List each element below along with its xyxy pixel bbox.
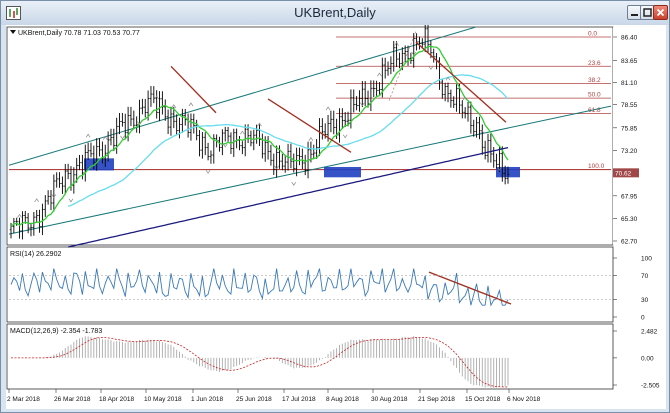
fractal-down-marker bbox=[274, 165, 279, 170]
fib-level-label: 0.0 bbox=[588, 31, 597, 38]
fractal-up-marker bbox=[154, 95, 159, 100]
close-icon bbox=[656, 8, 665, 17]
support-zone-box[interactable] bbox=[84, 158, 114, 171]
fractal-up-marker bbox=[171, 104, 177, 108]
fib-level-label: 38.2 bbox=[588, 77, 601, 84]
rsi-tick-label: 0 bbox=[641, 315, 645, 322]
close-button[interactable] bbox=[653, 5, 668, 20]
fractal-up-marker bbox=[480, 130, 485, 134]
fractal-up-marker bbox=[325, 106, 331, 111]
fib-level-label: 100.0 bbox=[588, 163, 605, 170]
minimize-button[interactable] bbox=[627, 5, 642, 20]
maximize-button[interactable] bbox=[640, 5, 655, 20]
rsi-tick-label: 100 bbox=[641, 256, 652, 263]
x-tick-label: 8 Aug 2018 bbox=[326, 396, 359, 403]
fractal-up-marker bbox=[377, 72, 382, 77]
fractal-up-marker bbox=[308, 137, 314, 141]
fractal-up-marker bbox=[34, 198, 39, 203]
rsi-tick-label: 70 bbox=[641, 273, 649, 280]
price-header-icon bbox=[10, 30, 16, 34]
fractal-down-marker bbox=[360, 102, 365, 107]
resistance-trend-line[interactable] bbox=[267, 98, 352, 153]
x-tick-label: 21 Sep 2018 bbox=[418, 396, 455, 403]
price-tick-label: 81.10 bbox=[621, 80, 638, 87]
x-tick-label: 2 Mar 2018 bbox=[7, 396, 40, 403]
macd-tick-label: -2.505 bbox=[641, 383, 660, 390]
fractal-up-marker bbox=[85, 133, 91, 138]
fib-level-label: 61.8 bbox=[588, 107, 601, 114]
slow-ma-line bbox=[67, 146, 509, 248]
fractal-down-marker bbox=[497, 166, 502, 171]
minimize-icon bbox=[631, 14, 638, 16]
price-tick-label: 65.30 bbox=[621, 216, 638, 223]
x-tick-label: 25 Jun 2018 bbox=[236, 396, 272, 403]
fractal-down-marker bbox=[222, 143, 228, 148]
macd-panel-header: MACD(12,26,9) -2.354 -1.783 bbox=[10, 328, 102, 335]
price-tick-label: 83.65 bbox=[621, 58, 638, 65]
rsi-panel[interactable] bbox=[6, 246, 614, 323]
window-titlebar[interactable]: UKBrent,Daily bbox=[1, 1, 669, 25]
fractal-up-marker bbox=[188, 102, 194, 107]
support-zone-box[interactable] bbox=[324, 166, 361, 178]
rsi-panel-header: RSI(14) 26.2902 bbox=[10, 251, 61, 258]
fractal-down-marker bbox=[137, 121, 142, 126]
x-tick-label: 18 Apr 2018 bbox=[99, 396, 134, 403]
maximize-icon bbox=[643, 8, 652, 17]
window-title: UKBrent,Daily bbox=[294, 5, 376, 20]
fractal-down-marker bbox=[342, 134, 348, 139]
fractal-up-marker bbox=[17, 213, 22, 218]
fractal-down-marker bbox=[51, 194, 57, 199]
rsi-tick-label: 30 bbox=[641, 297, 649, 304]
chart-app-icon bbox=[6, 6, 21, 20]
fast-ma-line bbox=[10, 45, 509, 227]
x-tick-label: 10 May 2018 bbox=[144, 396, 182, 403]
price-panel-header: UKBrent,Daily 70.78 71.03 70.53 70.77 bbox=[18, 30, 140, 37]
price-tick-label: 73.20 bbox=[621, 148, 638, 155]
fib-level-label: 23.6 bbox=[588, 60, 601, 67]
macd-tick-label: 0.00 bbox=[641, 355, 654, 362]
fractal-up-marker bbox=[240, 130, 245, 135]
fractal-down-marker bbox=[428, 66, 434, 70]
price-tick-label: 78.55 bbox=[621, 102, 638, 109]
price-tick-label: 62.70 bbox=[621, 239, 638, 246]
rsi-trend-line[interactable] bbox=[428, 271, 512, 305]
fractal-down-marker bbox=[411, 51, 417, 56]
channel-lower-line bbox=[8, 105, 612, 235]
fib-level-label: 50.0 bbox=[588, 92, 601, 99]
fractal-down-marker bbox=[120, 135, 125, 140]
channel-upper-line bbox=[8, 26, 477, 166]
macd-signal-line bbox=[11, 337, 509, 388]
x-tick-label: 15 Oct 2018 bbox=[465, 396, 501, 403]
price-tick-label: 67.95 bbox=[621, 193, 638, 200]
x-tick-label: 17 Jul 2018 bbox=[282, 396, 316, 403]
x-tick-label: 6 Nov 2018 bbox=[507, 396, 541, 403]
fractal-up-marker bbox=[445, 76, 451, 81]
price-tick-label: 75.85 bbox=[621, 125, 638, 132]
fractal-up-marker bbox=[102, 136, 108, 140]
fractal-up-marker bbox=[394, 41, 399, 46]
last-price-label: 70.62 bbox=[615, 170, 632, 177]
price-tick-label: 86.40 bbox=[621, 35, 638, 42]
fractal-down-marker bbox=[291, 182, 297, 186]
fractal-down-marker bbox=[205, 169, 211, 174]
x-tick-label: 26 Mar 2018 bbox=[54, 396, 91, 403]
mid-ma-line bbox=[67, 74, 509, 207]
fractal-up-marker bbox=[257, 122, 262, 127]
x-tick-label: 30 Aug 2018 bbox=[371, 396, 408, 403]
x-tick-label: 1 Jun 2018 bbox=[191, 396, 224, 403]
last-price-tag bbox=[613, 168, 639, 178]
macd-tick-label: 2.482 bbox=[641, 329, 658, 336]
resistance-trend-line[interactable] bbox=[170, 65, 217, 114]
chart-area[interactable]: 0.0 23.6 38.2 50.0 61.8 100.0 86.40 83.65 81.10… bbox=[6, 25, 666, 409]
fractal-up-marker bbox=[462, 96, 468, 101]
resistance-trend-line[interactable] bbox=[415, 41, 507, 123]
fractal-down-marker bbox=[68, 198, 74, 203]
